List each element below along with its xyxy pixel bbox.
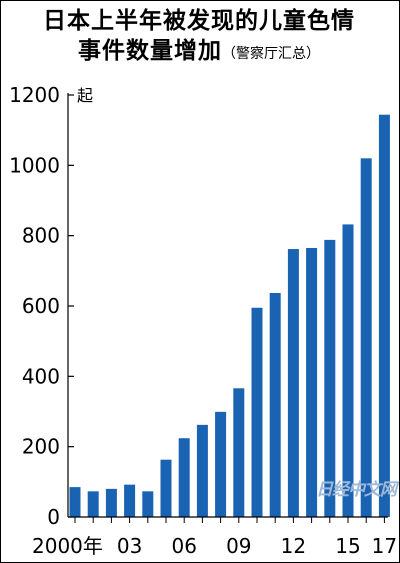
- y-tick-label: 1200: [9, 83, 60, 107]
- x-tick-label: 12: [281, 534, 306, 558]
- bar-2003: [124, 484, 136, 517]
- chart-title-line1: 日本上半年被发现的儿童色情: [43, 8, 355, 34]
- bar-2004: [142, 491, 154, 517]
- watermark-logo: 日经中文网: [316, 480, 397, 500]
- x-tick-label: 03: [117, 534, 142, 558]
- x-axis: 2000年 03 06 09 12 15 17: [32, 516, 397, 558]
- y-tick-label: 800: [22, 224, 60, 248]
- chart-title-line2: 事件数量增加: [78, 38, 222, 64]
- y-tick-label: 200: [22, 435, 60, 459]
- x-tick-label: 15: [335, 534, 360, 558]
- bar-2011: [269, 292, 281, 517]
- bars: [69, 114, 390, 518]
- y-tick-label: 0: [47, 505, 60, 529]
- bar-2009: [233, 388, 245, 517]
- y-tick-label: 600: [22, 294, 60, 318]
- bar-2010: [251, 307, 263, 517]
- x-tick-label: 2000年: [32, 534, 103, 558]
- bar-2015: [342, 224, 354, 517]
- bar-2006: [178, 438, 190, 517]
- bar-2005: [160, 459, 172, 517]
- bar-2013: [306, 247, 318, 517]
- y-axis: 0 200 400 600 800 1000 1200: [9, 83, 74, 529]
- y-axis-unit-label: 起: [77, 86, 93, 105]
- bar-2007: [196, 424, 208, 517]
- x-tick-label: 17: [372, 534, 397, 558]
- bar-2008: [215, 411, 227, 517]
- bar-2000: [69, 487, 81, 517]
- chart-title-note: （警察厅汇总）: [222, 46, 320, 62]
- y-tick-label: 1000: [9, 153, 60, 177]
- bar-2001: [87, 491, 99, 517]
- chart-title: 日本上半年被发现的儿童色情 事件数量增加（警察厅汇总）: [0, 6, 398, 69]
- y-tick-label: 400: [22, 364, 60, 388]
- bar-2002: [105, 488, 117, 517]
- bar-2016: [360, 158, 372, 518]
- x-tick-label: 06: [171, 534, 196, 558]
- bar-2017: [378, 114, 390, 518]
- bar-2014: [324, 239, 336, 518]
- x-tick-label: 09: [226, 534, 251, 558]
- bar-2012: [287, 249, 299, 517]
